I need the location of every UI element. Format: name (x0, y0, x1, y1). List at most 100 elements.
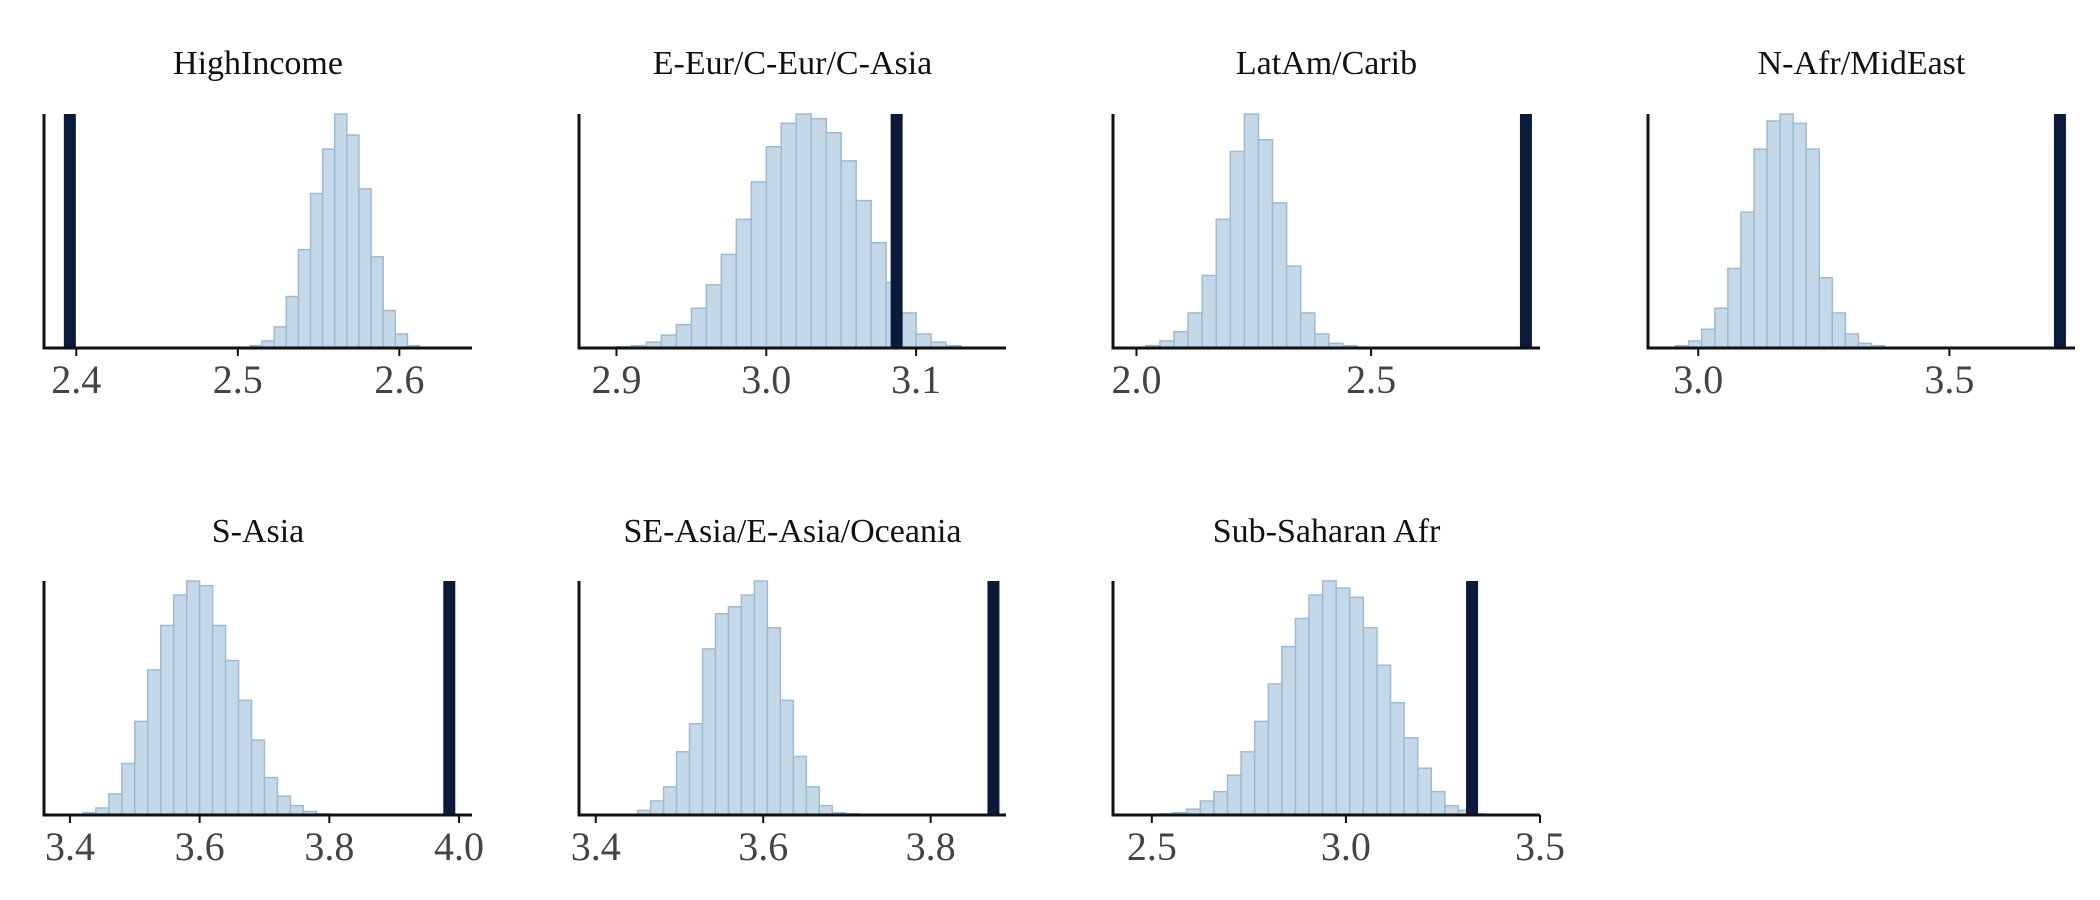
histogram-bar (273, 326, 288, 349)
x-tick-label: 2.0 (1111, 357, 1161, 402)
histogram-bar (1308, 594, 1324, 816)
panel-6: SE-Asia/E-Asia/Oceania 3.4 3.6 3.8 (571, 513, 1006, 869)
x-tick-label: 3.4 (571, 824, 621, 869)
observed-value-line (1519, 114, 1532, 348)
observed-value-line (890, 114, 903, 348)
histogram-bar (285, 295, 300, 349)
x-tick-label: 3.0 (741, 357, 791, 402)
histogram-bar (1229, 150, 1246, 349)
histogram-bar (1285, 265, 1302, 349)
panel-title: HighIncome (173, 45, 343, 82)
histogram-bar (915, 333, 932, 349)
histogram-bar (1430, 790, 1446, 816)
panel-7: Sub-Saharan Afr 2.5 3.0 3.5 (1111, 513, 1565, 869)
histogram-bar (1226, 774, 1242, 816)
histogram-bar (1844, 333, 1860, 349)
x-tick-label: 3.4 (45, 824, 95, 869)
histogram-bar (309, 192, 324, 349)
histogram-bar (250, 739, 266, 816)
histogram-bar (720, 253, 738, 349)
histogram-bar (1187, 312, 1203, 349)
histogram-bar (108, 793, 123, 816)
histogram-bar (382, 309, 397, 349)
histogram-bar (690, 307, 708, 349)
histogram-bar (1362, 627, 1378, 816)
x-tick-label: 3.1 (891, 357, 941, 402)
histogram-bar (765, 146, 783, 349)
histogram-bar (237, 699, 253, 816)
x-tick-label: 3.6 (175, 824, 225, 869)
panel-2: E-Eur/C-Eur/C-Asia 2.9 3.0 3.1 (577, 45, 1006, 402)
panel-title: Sub-Saharan Afr (1213, 513, 1441, 550)
histogram-bar (1240, 751, 1256, 816)
histogram-bar (121, 762, 136, 816)
histogram-bar (1201, 274, 1217, 349)
histogram-bar (1701, 328, 1716, 349)
histogram-bar (1349, 596, 1365, 816)
histogram-bar (825, 131, 842, 349)
histogram-bar (1792, 122, 1807, 349)
histogram-bar (1376, 664, 1392, 816)
histogram-bar (346, 134, 360, 349)
histogram-bar (1766, 120, 1781, 349)
histogram-bar (727, 605, 743, 816)
histogram-bar (1805, 148, 1821, 349)
histogram-bar (675, 751, 691, 816)
histogram-bar (1271, 202, 1288, 349)
x-tick-label: 2.5 (1127, 824, 1177, 869)
histogram-bar (1714, 307, 1729, 349)
panel-title: N-Afr/MidEast (1758, 45, 1966, 82)
histogram-bar (714, 613, 730, 816)
histogram-bar (1831, 312, 1847, 349)
x-tick-label: 3.8 (304, 824, 354, 869)
histogram-bar (297, 248, 312, 349)
histogram-bar (185, 580, 201, 816)
panel-3: LatAm/Carib 2.0 2.5 (1111, 45, 1540, 402)
histogram-bar (1389, 701, 1405, 816)
histogram-bar (870, 241, 887, 349)
histogram-bar (172, 594, 188, 816)
histogram-bar (750, 181, 768, 349)
histogram-bar (805, 786, 821, 816)
observed-value-line (1466, 581, 1479, 815)
histogram-bar (1818, 277, 1834, 349)
histogram-bar (1294, 617, 1310, 816)
x-tick-label: 2.9 (591, 357, 641, 402)
histogram-bar (1753, 148, 1768, 349)
histogram-bar (705, 284, 723, 349)
x-tick-label: 2.5 (1346, 357, 1396, 402)
histogram-bar (740, 594, 756, 816)
x-tick-label: 3.8 (906, 824, 956, 869)
x-tick-label: 3.0 (1673, 357, 1723, 402)
histogram-bar (766, 627, 782, 816)
histogram-bar (688, 722, 704, 816)
histogram-bar (276, 795, 292, 816)
histogram-bar (394, 333, 409, 349)
histogram-bar (1173, 330, 1189, 349)
histogram-bar (649, 800, 665, 816)
histogram-bar (1314, 333, 1330, 349)
panel-4: N-Afr/MidEast 3.0 3.5 (1646, 45, 2075, 402)
observed-value-line (987, 581, 1000, 815)
x-tick-label: 2.4 (51, 357, 101, 402)
x-tick-label: 3.6 (738, 824, 788, 869)
histogram-bar (224, 659, 240, 816)
panel-title: S-Asia (212, 513, 305, 550)
observed-value-line (63, 114, 76, 348)
histogram-bar (660, 334, 678, 349)
histogram-bar (1403, 737, 1419, 816)
histogram-bar (370, 255, 384, 349)
x-tick-label: 3.5 (1515, 824, 1565, 869)
x-tick-label: 2.5 (213, 357, 263, 402)
histogram-bar (1740, 211, 1755, 349)
histogram-bar (1779, 113, 1794, 349)
histogram-bar (1199, 800, 1215, 816)
panel-title: SE-Asia/E-Asia/Oceania (624, 513, 962, 550)
histogram-bar (1215, 218, 1232, 349)
histogram-bar (147, 669, 162, 816)
histogram-bar (1267, 683, 1283, 816)
histogram-bar (900, 312, 917, 349)
histogram-bar (1416, 767, 1433, 816)
histogram-bar (792, 755, 808, 816)
histogram-bar (1253, 720, 1270, 816)
